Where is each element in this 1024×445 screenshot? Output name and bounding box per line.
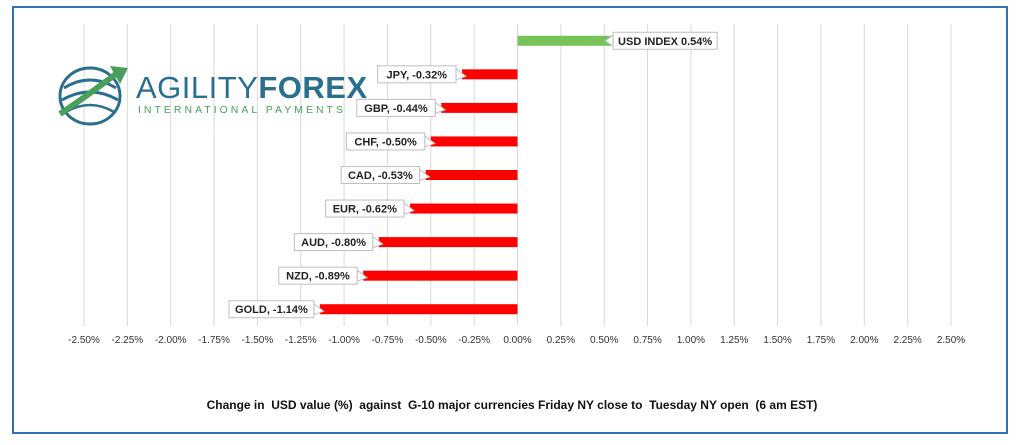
x-tick-label: 2.25% (893, 335, 921, 346)
bar (517, 35, 612, 46)
bar (378, 237, 518, 248)
x-tick-label: 1.75% (807, 335, 835, 346)
chart-frame: -2.50% -2.25% -2.00% -1.75% -1.50% -1.25% -1.0… (12, 6, 1008, 434)
x-tick-label: 1.25% (720, 335, 748, 346)
x-tick-label: 0.00% (503, 335, 531, 346)
data-label: NZD, -0.89% (286, 271, 350, 283)
data-label-box (356, 98, 436, 117)
x-tick-label: -1.50% (242, 335, 274, 346)
bar (409, 203, 518, 214)
x-tick-label: 0.50% (590, 335, 618, 346)
bar (425, 170, 518, 180)
x-tick-label: 2.50% (937, 335, 965, 346)
data-label: USD INDEX 0.54% (618, 36, 712, 48)
bar (441, 102, 518, 113)
bar (430, 136, 518, 147)
x-tick-label: 0.25% (547, 335, 575, 346)
x-tick-label: -0.75% (372, 335, 404, 346)
data-label: AUD, -0.80% (301, 237, 366, 249)
x-tick-label: -2.00% (155, 335, 187, 346)
data-label: EUR, -0.62% (333, 204, 397, 216)
data-label-box (278, 266, 358, 285)
bar (462, 69, 518, 80)
data-label: CAD, -0.53% (348, 170, 413, 182)
x-tick-label: -1.00% (328, 335, 360, 346)
data-label-box (293, 233, 374, 252)
logo-brand-part1: AGILITY (136, 70, 259, 105)
logo-wordmark: AGILITYFOREX (136, 72, 368, 103)
data-label-box (612, 31, 718, 50)
data-label-box (228, 300, 315, 319)
data-label-box (377, 65, 457, 84)
logo-tagline: INTERNATIONAL PAYMENTS (138, 104, 346, 116)
bar (319, 304, 518, 315)
x-tick-label: 0.75% (633, 335, 661, 346)
logo-brand-part2: FOREX (258, 70, 368, 105)
x-tick-label: -0.50% (415, 335, 447, 346)
x-tick-label: -0.25% (458, 335, 490, 346)
x-tick-label: 1.00% (677, 335, 705, 346)
data-label: GOLD, -1.14% (235, 304, 308, 316)
x-tick-label: 1.50% (763, 335, 791, 346)
x-tick-label: 2.00% (850, 335, 878, 346)
data-label: CHF, -0.50% (354, 136, 417, 148)
chart-title: Change in USD value (%) against G-10 maj… (206, 398, 818, 412)
x-tick-label: -2.25% (112, 335, 144, 346)
x-tick-label: -2.50% (68, 335, 100, 346)
bar (363, 270, 518, 281)
data-label: GBP, -0.44% (364, 103, 428, 115)
data-label: JPY, -0.32% (387, 69, 448, 81)
x-tick-label: -1.25% (285, 335, 317, 346)
data-label-box (325, 199, 405, 218)
data-label-box (345, 132, 426, 151)
globe-arrow-icon (58, 66, 128, 126)
x-tick-label: -1.75% (198, 335, 230, 346)
company-logo: AGILITYFOREX INTERNATIONAL PAYMENTS (54, 58, 367, 128)
bar-chart: -2.50% -2.25% -2.00% -1.75% -1.50% -1.25% -1.0… (68, 24, 965, 346)
data-label-box (340, 166, 421, 184)
